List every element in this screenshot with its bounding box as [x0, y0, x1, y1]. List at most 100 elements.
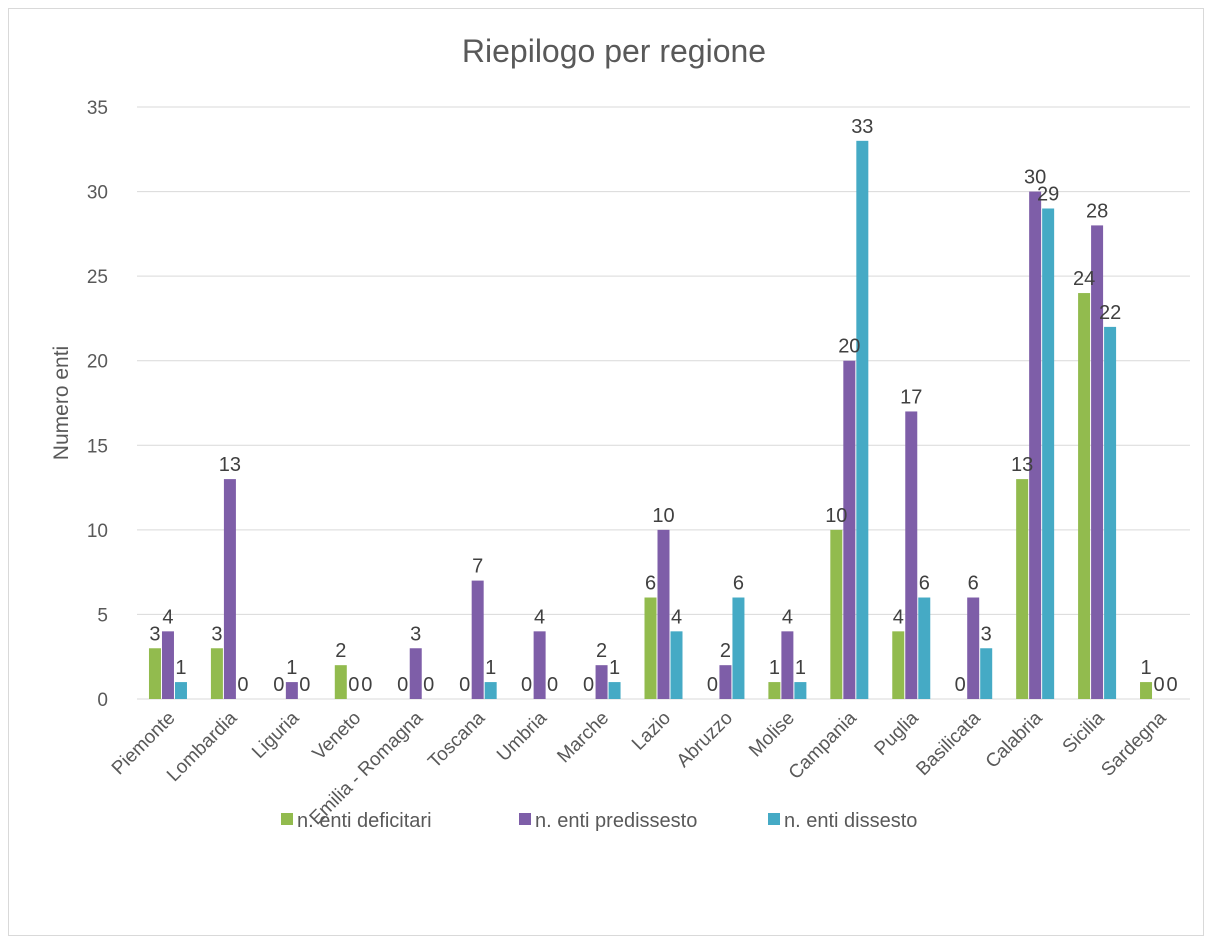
bar	[843, 360, 856, 699]
bar	[285, 682, 298, 699]
bar	[1016, 479, 1029, 699]
bar	[223, 479, 236, 699]
bar	[409, 648, 422, 699]
y-tick-label: 0	[97, 690, 108, 711]
data-label: 4	[162, 606, 173, 628]
data-label: 6	[919, 573, 930, 595]
data-label: 10	[652, 505, 674, 527]
data-label: 13	[1011, 454, 1033, 476]
data-label: 6	[968, 573, 979, 595]
data-label: 3	[410, 623, 421, 645]
data-label: 2	[720, 640, 731, 662]
bar	[967, 597, 980, 699]
x-tick-label: Calabria	[982, 707, 1047, 772]
x-tick-label: Liguria	[248, 707, 303, 762]
data-label: 6	[645, 573, 656, 595]
gridlines	[137, 106, 1190, 700]
legend-label: n. enti deficitari	[297, 810, 432, 832]
data-label: 2	[335, 640, 346, 662]
data-label: 0	[583, 674, 594, 696]
bar	[644, 597, 657, 699]
bar	[1140, 682, 1153, 699]
bar	[918, 597, 931, 699]
data-label: 0	[955, 674, 966, 696]
data-label: 0	[1153, 674, 1164, 696]
y-tick-label: 25	[87, 267, 108, 288]
data-label: 0	[423, 674, 434, 696]
data-label: 1	[795, 657, 806, 679]
data-label: 29	[1037, 183, 1059, 205]
x-tick-label: Basilicata	[912, 707, 985, 780]
data-label: 13	[219, 454, 241, 476]
bar	[608, 682, 621, 699]
data-label: 1	[485, 657, 496, 679]
data-label: 4	[671, 606, 682, 628]
bar	[1104, 326, 1117, 699]
x-tick-label: Abruzzo	[673, 708, 737, 772]
data-label: 33	[851, 116, 873, 138]
x-tick-label: Toscana	[424, 707, 489, 772]
x-tick-label: Molise	[745, 708, 799, 762]
legend-swatch	[768, 813, 780, 825]
bar	[1078, 293, 1091, 699]
bar	[471, 580, 484, 699]
bar	[980, 648, 993, 699]
bars	[148, 140, 1153, 700]
data-label: 0	[299, 674, 310, 696]
x-tick-label: Veneto	[309, 708, 366, 765]
legend: n. enti deficitari n. enti predissesto n. …	[281, 810, 917, 832]
data-label: 3	[149, 623, 160, 645]
bar	[1029, 191, 1042, 700]
data-label: 30	[1024, 167, 1046, 189]
data-label: 0	[397, 674, 408, 696]
legend-label: n. enti dissesto	[784, 810, 917, 832]
y-axis-label: Numero enti	[50, 346, 73, 460]
data-label: 7	[472, 556, 483, 578]
y-tick-label: 15	[87, 436, 108, 457]
x-tick-label: Lazio	[628, 708, 675, 755]
bar	[1042, 208, 1055, 699]
data-label: 3	[981, 623, 992, 645]
data-label: 0	[361, 674, 372, 696]
bar	[210, 648, 223, 699]
data-label: 0	[273, 674, 284, 696]
data-label: 6	[733, 573, 744, 595]
data-label: 0	[348, 674, 359, 696]
bar	[1091, 225, 1104, 699]
x-tick-label: Sardegna	[1097, 707, 1170, 780]
data-label: 24	[1073, 268, 1095, 290]
legend-swatch	[519, 813, 531, 825]
data-label: 10	[825, 505, 847, 527]
data-label: 17	[900, 386, 922, 408]
bar	[830, 529, 843, 699]
data-label: 1	[609, 657, 620, 679]
data-label: 0	[237, 674, 248, 696]
data-label: 0	[707, 674, 718, 696]
x-tick-label: Puglia	[871, 707, 924, 760]
data-label: 0	[547, 674, 558, 696]
bar	[905, 411, 918, 699]
data-label: 3	[211, 623, 222, 645]
y-tick-label: 20	[87, 352, 108, 373]
bar	[768, 682, 781, 699]
y-tick-label: 5	[97, 605, 108, 626]
x-tick-label: Marche	[553, 708, 613, 768]
bar	[856, 140, 869, 700]
data-label: 20	[838, 336, 860, 358]
x-tick-label: Umbria	[493, 707, 551, 765]
bar	[794, 682, 807, 699]
y-tick-label: 30	[87, 183, 108, 204]
chart-frame	[8, 8, 1204, 936]
bar	[174, 682, 187, 699]
data-label: 2	[596, 640, 607, 662]
data-label: 1	[1140, 657, 1151, 679]
y-axis-ticks: 0 5 10 15 20 25 30 35	[87, 98, 108, 711]
data-label: 28	[1086, 200, 1108, 222]
data-label: 0	[521, 674, 532, 696]
data-label: 0	[459, 674, 470, 696]
data-label: 1	[286, 657, 297, 679]
x-tick-label: Sicilia	[1059, 707, 1109, 757]
bar	[533, 631, 546, 699]
bar	[334, 665, 347, 699]
bar	[595, 665, 608, 699]
